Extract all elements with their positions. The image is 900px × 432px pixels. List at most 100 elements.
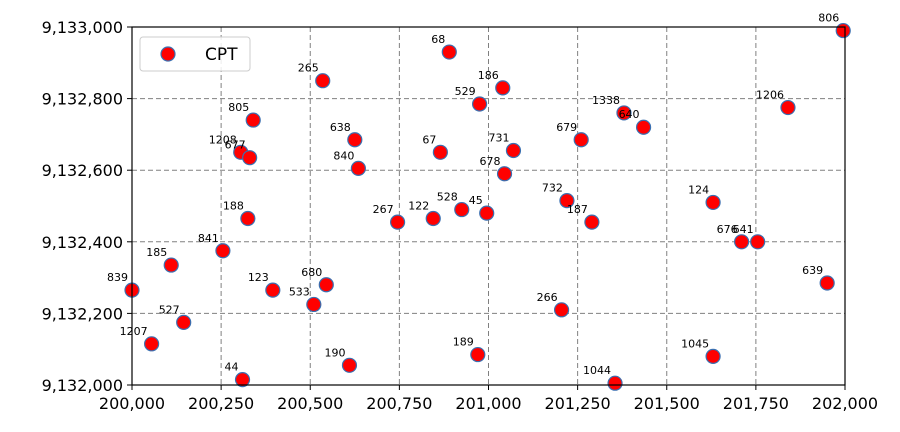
y-tick-label: 9,132,800 bbox=[42, 90, 123, 109]
data-point-label: 267 bbox=[373, 203, 394, 216]
data-point-label: 67 bbox=[422, 133, 436, 146]
x-tick-label: 200,500 bbox=[277, 394, 343, 413]
data-points bbox=[124, 22, 851, 391]
data-point bbox=[734, 234, 750, 250]
data-point-label: 528 bbox=[437, 191, 458, 204]
data-point-label: 186 bbox=[478, 69, 499, 82]
data-point-label: 190 bbox=[324, 346, 345, 359]
axis-ticks: 200,000 200,250 200,500 200,750 201,000 201,2… bbox=[42, 18, 879, 413]
data-point-label: 805 bbox=[228, 101, 249, 114]
data-point-label: 185 bbox=[146, 246, 167, 259]
data-point bbox=[705, 348, 721, 364]
data-point-label: 640 bbox=[619, 108, 640, 121]
data-point-label: 527 bbox=[159, 303, 180, 316]
x-tick-label: 201,500 bbox=[634, 394, 700, 413]
x-tick-label: 201,000 bbox=[455, 394, 521, 413]
data-point bbox=[705, 194, 721, 211]
data-point bbox=[454, 201, 470, 218]
x-tick-label: 200,000 bbox=[99, 394, 165, 413]
data-point-label: 1208 bbox=[209, 133, 237, 146]
data-point bbox=[496, 166, 513, 182]
data-point-label: 839 bbox=[107, 271, 128, 284]
data-point bbox=[607, 375, 623, 391]
data-point-label: 122 bbox=[408, 200, 429, 213]
data-point-label: 188 bbox=[223, 200, 244, 213]
data-point-label: 732 bbox=[542, 182, 563, 195]
data-point bbox=[341, 357, 358, 373]
x-tick-label: 200,250 bbox=[188, 394, 254, 413]
data-point-label: 1338 bbox=[592, 94, 620, 107]
data-point-label: 677 bbox=[225, 139, 246, 152]
data-point bbox=[616, 105, 632, 121]
data-point bbox=[573, 132, 589, 148]
data-point-label: 1045 bbox=[681, 337, 709, 350]
x-tick-label: 201,250 bbox=[545, 394, 611, 413]
data-point-label: 806 bbox=[818, 12, 839, 25]
data-point bbox=[234, 372, 251, 388]
grid bbox=[132, 27, 845, 385]
data-point-label: 533 bbox=[289, 285, 310, 298]
data-point-label: 639 bbox=[802, 264, 823, 277]
data-point bbox=[389, 214, 406, 230]
data-point bbox=[470, 346, 486, 363]
legend-label: CPT bbox=[205, 45, 238, 65]
data-point bbox=[144, 336, 160, 352]
data-point bbox=[425, 210, 441, 227]
data-point bbox=[780, 99, 796, 116]
x-tick-label: 201,750 bbox=[723, 394, 789, 413]
data-point-label: 529 bbox=[455, 85, 476, 98]
data-point bbox=[350, 160, 366, 177]
data-point bbox=[265, 282, 281, 298]
data-point-label: 1206 bbox=[756, 89, 784, 102]
data-point-label: 124 bbox=[688, 183, 709, 196]
data-point bbox=[495, 80, 511, 96]
data-point-label: 676 bbox=[717, 223, 738, 236]
data-point-label: 68 bbox=[431, 33, 445, 46]
data-point bbox=[559, 193, 575, 209]
data-point bbox=[176, 314, 192, 330]
data-point bbox=[315, 73, 331, 89]
y-tick-label: 9,133,000 bbox=[42, 18, 123, 37]
data-point-label: 641 bbox=[733, 223, 754, 236]
data-point bbox=[432, 144, 448, 160]
data-point-label: 189 bbox=[453, 336, 474, 349]
data-point-label: 638 bbox=[330, 121, 351, 134]
data-point-label: 45 bbox=[469, 194, 483, 207]
legend: CPT bbox=[139, 36, 251, 72]
data-point bbox=[819, 275, 835, 291]
data-point bbox=[347, 132, 363, 148]
data-point-label: 1207 bbox=[120, 325, 148, 338]
data-point-label: 840 bbox=[333, 149, 354, 162]
data-point-label: 44 bbox=[225, 361, 239, 374]
data-point bbox=[318, 277, 334, 293]
data-point bbox=[240, 210, 256, 227]
data-point bbox=[584, 214, 600, 230]
data-point-label: 1044 bbox=[583, 364, 611, 377]
legend-box bbox=[139, 36, 251, 72]
data-point bbox=[479, 205, 495, 221]
data-point-label: 678 bbox=[480, 155, 501, 168]
data-point-label: 680 bbox=[301, 266, 322, 279]
data-point bbox=[750, 234, 766, 250]
data-point-label: 731 bbox=[488, 132, 509, 145]
data-point bbox=[215, 243, 231, 259]
data-point bbox=[553, 302, 570, 318]
data-point bbox=[505, 142, 522, 159]
data-point bbox=[471, 96, 488, 112]
data-point-label: 123 bbox=[248, 271, 269, 284]
data-point bbox=[635, 119, 652, 135]
y-tick-label: 9,132,600 bbox=[42, 161, 123, 180]
data-point bbox=[441, 44, 457, 60]
y-tick-label: 9,132,200 bbox=[42, 304, 123, 323]
data-point bbox=[242, 150, 258, 166]
data-point bbox=[245, 112, 261, 128]
data-point-label: 679 bbox=[556, 121, 577, 134]
x-tick-label: 202,000 bbox=[812, 394, 878, 413]
data-point bbox=[835, 22, 851, 39]
legend-marker bbox=[160, 46, 176, 62]
data-point bbox=[306, 296, 322, 313]
data-point-label: 266 bbox=[537, 291, 558, 304]
y-tick-label: 9,132,400 bbox=[42, 233, 123, 252]
